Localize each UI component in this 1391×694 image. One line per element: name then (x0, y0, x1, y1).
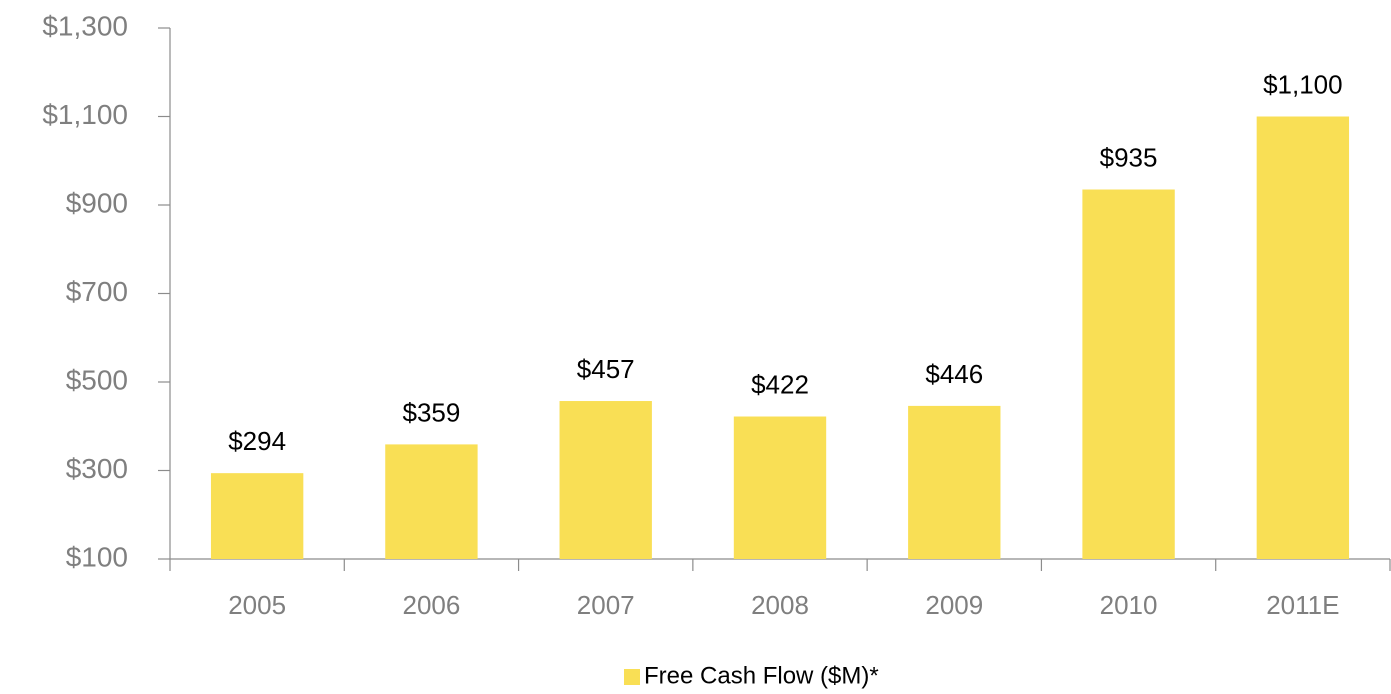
legend-label: Free Cash Flow ($M)* (644, 662, 879, 689)
x-tick-label: 2006 (403, 590, 461, 620)
value-label: $294 (228, 426, 286, 456)
value-label: $359 (403, 397, 461, 427)
x-tick-label: 2009 (925, 590, 983, 620)
bar (733, 416, 827, 559)
y-tick-label: $300 (66, 453, 128, 484)
bar (559, 401, 652, 559)
value-label: $1,100 (1263, 69, 1343, 99)
value-label: $446 (925, 359, 983, 389)
x-tick-label: 2010 (1100, 590, 1158, 620)
x-tick-label: 2011E (1266, 590, 1339, 620)
x-tick-label: 2005 (228, 590, 286, 620)
value-label: $422 (751, 369, 809, 399)
bar (210, 473, 304, 559)
bar (908, 405, 1001, 559)
x-tick-label: 2008 (751, 590, 809, 620)
bar (1082, 189, 1175, 559)
y-tick-label: $700 (66, 276, 128, 307)
y-tick-label: $900 (66, 187, 128, 218)
y-tick-label: $1,100 (42, 99, 128, 130)
x-tick-label: 2007 (577, 590, 635, 620)
bar (385, 444, 478, 559)
y-tick-label: $1,300 (42, 10, 128, 41)
value-label: $457 (577, 354, 635, 384)
y-tick-label: $100 (66, 541, 128, 572)
bar (1256, 116, 1350, 559)
y-tick-label: $500 (66, 364, 128, 395)
value-label: $935 (1100, 142, 1158, 172)
legend-swatch (624, 669, 640, 685)
